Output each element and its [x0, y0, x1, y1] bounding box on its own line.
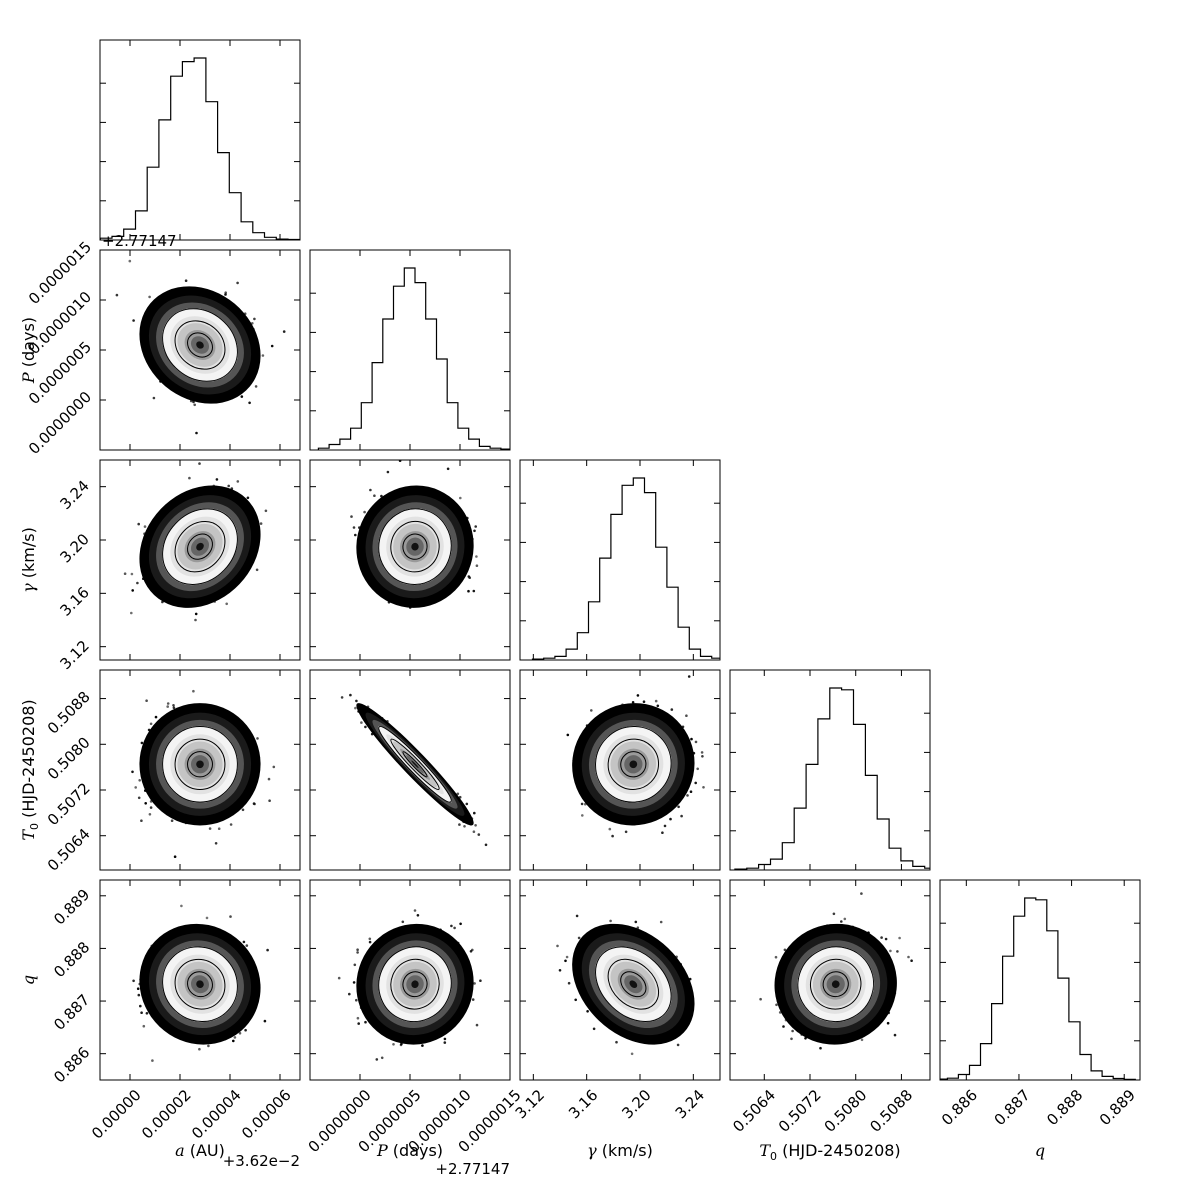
- contour-line: [378, 725, 452, 803]
- histogram-a: [100, 57, 300, 240]
- x-axis-label-T0: T0 (HJD-2450208): [759, 1141, 900, 1163]
- x-axis-label-q: q: [1035, 1141, 1045, 1160]
- panel-frame: [99, 669, 301, 871]
- panel-frame: [519, 879, 721, 1081]
- panel-T0-a: [99, 669, 301, 871]
- x-axis-label-gamma: γ (km/s): [587, 1141, 653, 1160]
- panel-gamma-P: [309, 459, 511, 661]
- contour-line: [822, 971, 849, 998]
- contour-line: [402, 533, 428, 560]
- contour-line: [162, 508, 238, 585]
- panel-q-T0: [729, 879, 931, 1081]
- contour-line: [595, 725, 672, 803]
- panel-q-q: [939, 879, 1141, 1081]
- panel-a-a: [99, 39, 301, 241]
- contour-line: [174, 320, 226, 370]
- panel-T0-P: [309, 669, 511, 871]
- panel-frame: [729, 879, 931, 1081]
- panel-frame: [99, 459, 301, 661]
- contour-line: [187, 971, 213, 998]
- contour-line: [187, 751, 213, 778]
- contour-line: [187, 533, 213, 560]
- panel-frame: [519, 459, 721, 661]
- panel-T0-T0: [729, 669, 931, 871]
- contour-line: [607, 738, 660, 790]
- contour-line: [607, 958, 660, 1010]
- histogram-T0: [734, 687, 930, 870]
- y-axis-label-q: q: [19, 975, 38, 985]
- contour-line: [620, 971, 647, 998]
- panel-P-P: [309, 249, 511, 451]
- contour-line: [174, 520, 226, 573]
- contour-line: [595, 946, 672, 1023]
- contour-line: [390, 738, 440, 790]
- y-axis-label-P: P (days): [19, 317, 38, 384]
- panel-frame: [729, 669, 931, 871]
- histogram-q: [940, 897, 1136, 1080]
- contour-line: [162, 946, 238, 1023]
- panel-q-a: [99, 879, 301, 1081]
- contour-line: [378, 946, 452, 1023]
- panel-T0-gamma: [519, 669, 721, 871]
- panel-P-a: [99, 249, 301, 451]
- contour-line: [402, 751, 428, 778]
- panel-frame: [939, 879, 1141, 1081]
- contour-line: [162, 725, 238, 803]
- contour-line: [390, 520, 440, 573]
- panel-gamma-a: [99, 459, 301, 661]
- panel-gamma-gamma: [519, 459, 721, 661]
- contour-line: [810, 958, 862, 1010]
- contour-line: [620, 751, 647, 778]
- x-axis-label-P: P (days): [376, 1141, 443, 1160]
- contour-line: [390, 958, 440, 1010]
- x-offset-a: +3.62e−2: [223, 1152, 300, 1170]
- panel-frame: [99, 39, 301, 241]
- panels: [99, 39, 1141, 1081]
- panel-q-P: [309, 879, 511, 1081]
- histogram-gamma: [531, 477, 720, 660]
- contour-line: [378, 508, 452, 585]
- contour-line: [174, 738, 226, 790]
- y-axis-label-gamma: γ (km/s): [19, 527, 38, 593]
- x-axis-label-a: a (AU): [175, 1141, 225, 1160]
- panel-frame: [99, 879, 301, 1081]
- x-offset-P: +2.77147: [435, 1160, 510, 1178]
- contour-line: [402, 971, 428, 998]
- contour-line: [174, 958, 226, 1010]
- contour-line: [797, 946, 875, 1023]
- histogram-P: [317, 267, 510, 450]
- contour-line: [187, 332, 213, 358]
- y-axis-label-T0: T0 (HJD-2450208): [19, 699, 41, 840]
- y-offset-P: +2.77147: [102, 232, 177, 250]
- panel-frame: [519, 669, 721, 871]
- panel-q-gamma: [519, 879, 721, 1081]
- contour-line: [162, 308, 238, 382]
